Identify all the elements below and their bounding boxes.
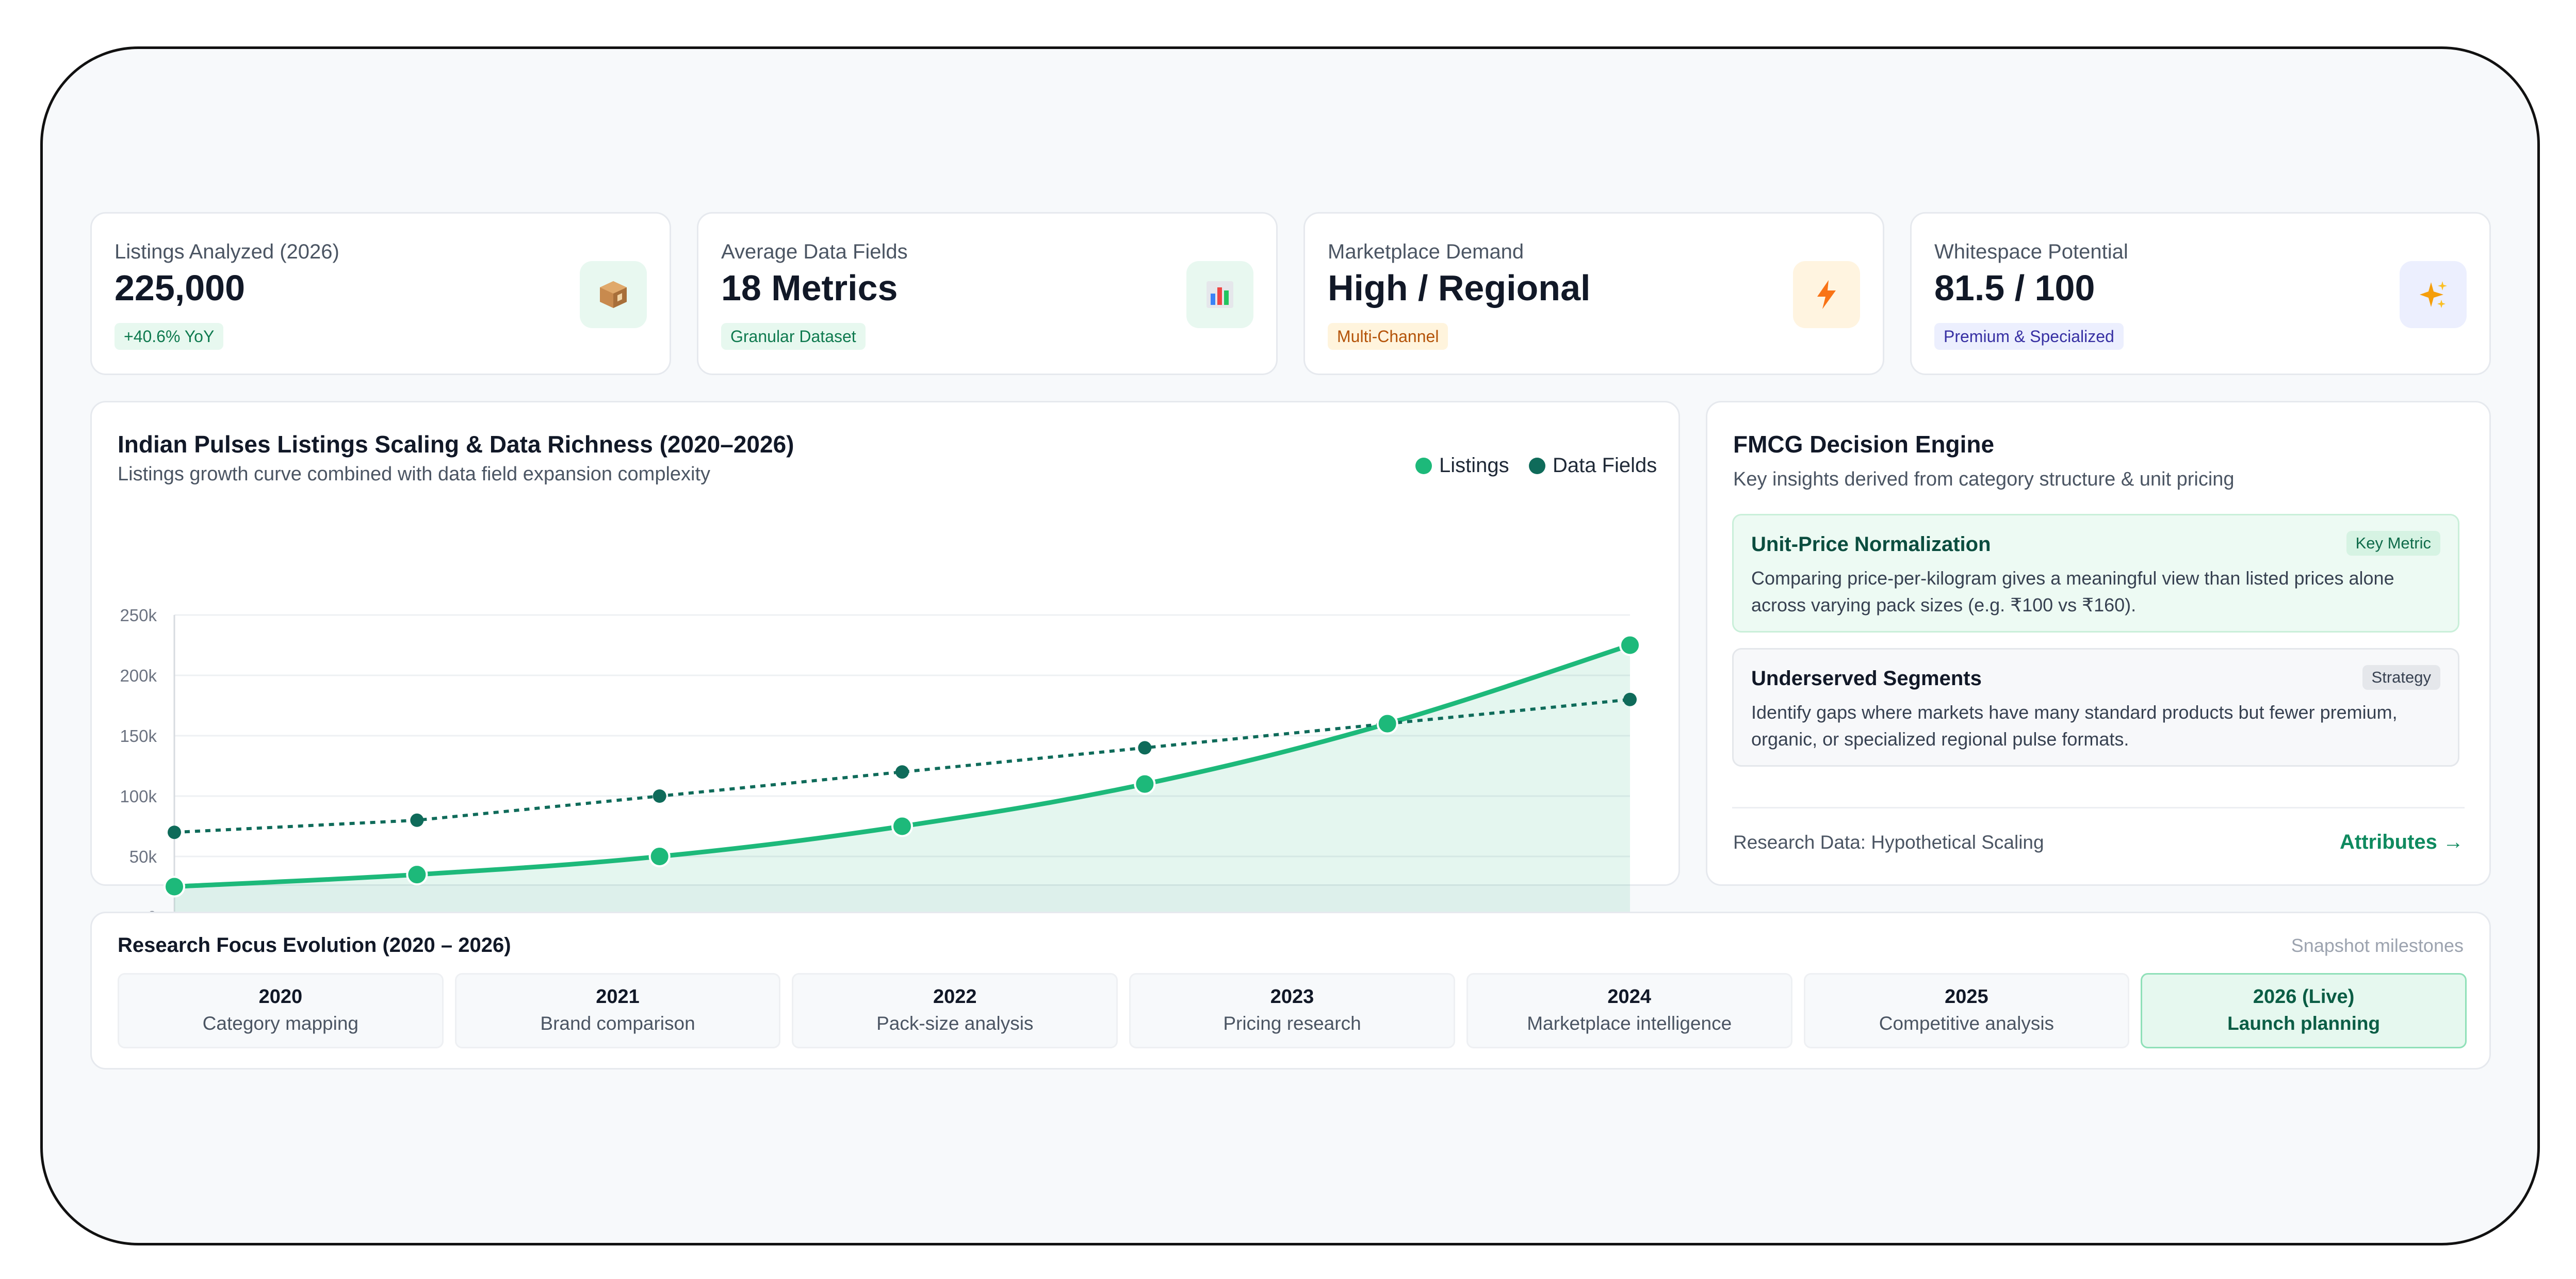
insight-title: Unit-Price Normalization (1751, 533, 1991, 556)
kpi-badge: Multi-Channel (1328, 323, 1448, 350)
kpi-value: 81.5 / 100 (1934, 268, 2095, 308)
milestone-year: 2021 (596, 986, 640, 1008)
milestone-label: Pack-size analysis (876, 1013, 1034, 1034)
kpi-badge: Granular Dataset (721, 323, 866, 350)
decision-engine-panel: FMCG Decision Engine Key insights derive… (1706, 401, 2491, 886)
y-tick-label: 100k (120, 787, 157, 806)
engine-footer-note: Research Data: Hypothetical Scaling (1733, 832, 2044, 853)
insight-tag: Key Metric (2346, 531, 2440, 556)
engine-title: FMCG Decision Engine (1733, 431, 1995, 458)
milestone-item[interactable]: 2020 Category mapping (118, 973, 444, 1048)
timeline-title: Research Focus Evolution (2020 – 2026) (118, 934, 511, 957)
insight-card-unit-price[interactable]: Unit-Price Normalization Key Metric Comp… (1732, 514, 2459, 633)
milestone-label: Brand comparison (540, 1013, 695, 1034)
lightning-icon (1793, 261, 1860, 328)
milestone-item[interactable]: 2025 Competitive analysis (1803, 973, 2130, 1048)
kpi-label: Whitespace Potential (1934, 240, 2128, 263)
data-fields-point (895, 765, 909, 779)
data-fields-point (653, 789, 666, 803)
milestone-item[interactable]: 2021 Brand comparison (454, 973, 781, 1048)
milestone-year: 2023 (1270, 986, 1314, 1008)
timeline-panel: Research Focus Evolution (2020 – 2026) S… (90, 912, 2491, 1070)
package-icon (580, 261, 647, 328)
legend-data-fields[interactable]: Data Fields (1529, 454, 1657, 477)
data-fields-point (410, 813, 424, 827)
y-tick-label: 200k (120, 666, 157, 685)
milestone-year: 2022 (933, 986, 977, 1008)
listings-point (1619, 634, 1641, 656)
timeline-hint: Snapshot milestones (2291, 935, 2464, 956)
engine-subtitle: Key insights derived from category struc… (1733, 468, 2235, 490)
data-fields-point (168, 825, 181, 839)
insight-title: Underserved Segments (1751, 667, 1982, 690)
kpi-value: 225,000 (115, 268, 246, 308)
engine-divider (1732, 807, 2465, 808)
milestone-item[interactable]: 2023 Pricing research (1129, 973, 1455, 1048)
milestone-label: Launch planning (2227, 1013, 2381, 1034)
kpi-label: Marketplace Demand (1328, 240, 1524, 263)
kpi-card-listings: Listings Analyzed (2026) 225,000 +40.6% … (90, 212, 671, 375)
kpi-label: Average Data Fields (721, 240, 908, 263)
data-fields-point (1623, 692, 1637, 706)
kpi-badge: +40.6% YoY (115, 323, 224, 350)
kpi-value: 18 Metrics (721, 268, 898, 308)
milestone-year: 2025 (1945, 986, 1988, 1008)
milestone-item[interactable]: 2022 Pack-size analysis (792, 973, 1118, 1048)
y-tick-label: 50k (129, 847, 157, 866)
listings-point (891, 815, 913, 837)
milestone-label: Pricing research (1223, 1013, 1361, 1034)
bar-chart-icon (1186, 261, 1253, 328)
legend-listings[interactable]: Listings (1415, 454, 1509, 477)
listings-point (1376, 713, 1398, 735)
listings-point (164, 876, 185, 898)
sparkles-icon (2400, 261, 2467, 328)
kpi-card-data-fields: Average Data Fields 18 Metrics Granular … (697, 212, 1278, 375)
listings-point (1134, 773, 1156, 795)
dashboard-frame: Listings Analyzed (2026) 225,000 +40.6% … (40, 46, 2540, 1245)
chart-subtitle: Listings growth curve combined with data… (118, 463, 711, 485)
legend-dot-data-fields (1529, 457, 1545, 474)
kpi-card-whitespace: Whitespace Potential 81.5 / 100 Premium … (1910, 212, 2491, 375)
kpi-badge: Premium & Specialized (1934, 323, 2124, 350)
listings-point (648, 846, 671, 867)
milestone-year: 2026 (Live) (2253, 986, 2355, 1008)
insight-body: Comparing price-per-kilogram gives a mea… (1751, 568, 2394, 616)
kpi-label: Listings Analyzed (2026) (115, 240, 339, 263)
milestone-year: 2020 (258, 986, 303, 1008)
line-chart: 050k100k150k200k250k20202021202220232024… (120, 606, 1649, 939)
milestone-item[interactable]: 2024 Marketplace intelligence (1466, 973, 1792, 1048)
attributes-link[interactable]: Attributes → (2340, 831, 2464, 853)
insight-tag: Strategy (2362, 665, 2440, 690)
legend-label: Data Fields (1553, 454, 1657, 477)
chart-panel: Indian Pulses Listings Scaling & Data Ri… (90, 401, 1680, 939)
legend-label: Listings (1439, 454, 1509, 477)
milestone-label: Competitive analysis (1879, 1013, 2055, 1034)
milestone-label: Marketplace intelligence (1527, 1013, 1732, 1034)
y-tick-label: 150k (120, 726, 157, 746)
listings-point (406, 864, 428, 886)
legend-dot-listings (1415, 457, 1432, 474)
milestone-item[interactable]: 2026 (Live) Launch planning (2141, 973, 2467, 1048)
milestone-year: 2024 (1607, 986, 1651, 1008)
y-tick-label: 250k (120, 606, 157, 625)
chart-title: Indian Pulses Listings Scaling & Data Ri… (118, 431, 794, 458)
insight-card-underserved[interactable]: Underserved Segments Strategy Identify g… (1732, 648, 2459, 767)
kpi-card-demand: Marketplace Demand High / Regional Multi… (1303, 212, 1884, 375)
milestone-label: Category mapping (202, 1013, 359, 1034)
listings-area (174, 645, 1630, 917)
data-fields-point (1138, 741, 1152, 755)
kpi-value: High / Regional (1328, 268, 1591, 308)
insight-body: Identify gaps where markets have many st… (1751, 702, 2398, 750)
